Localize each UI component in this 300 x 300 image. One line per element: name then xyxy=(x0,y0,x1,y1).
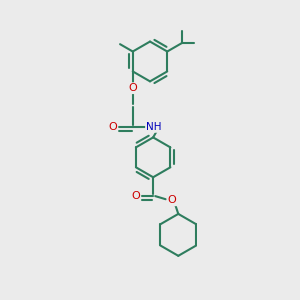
Text: O: O xyxy=(128,83,137,93)
Text: NH: NH xyxy=(146,122,161,132)
Text: O: O xyxy=(131,191,140,201)
Text: O: O xyxy=(109,122,117,132)
Text: O: O xyxy=(168,195,176,205)
